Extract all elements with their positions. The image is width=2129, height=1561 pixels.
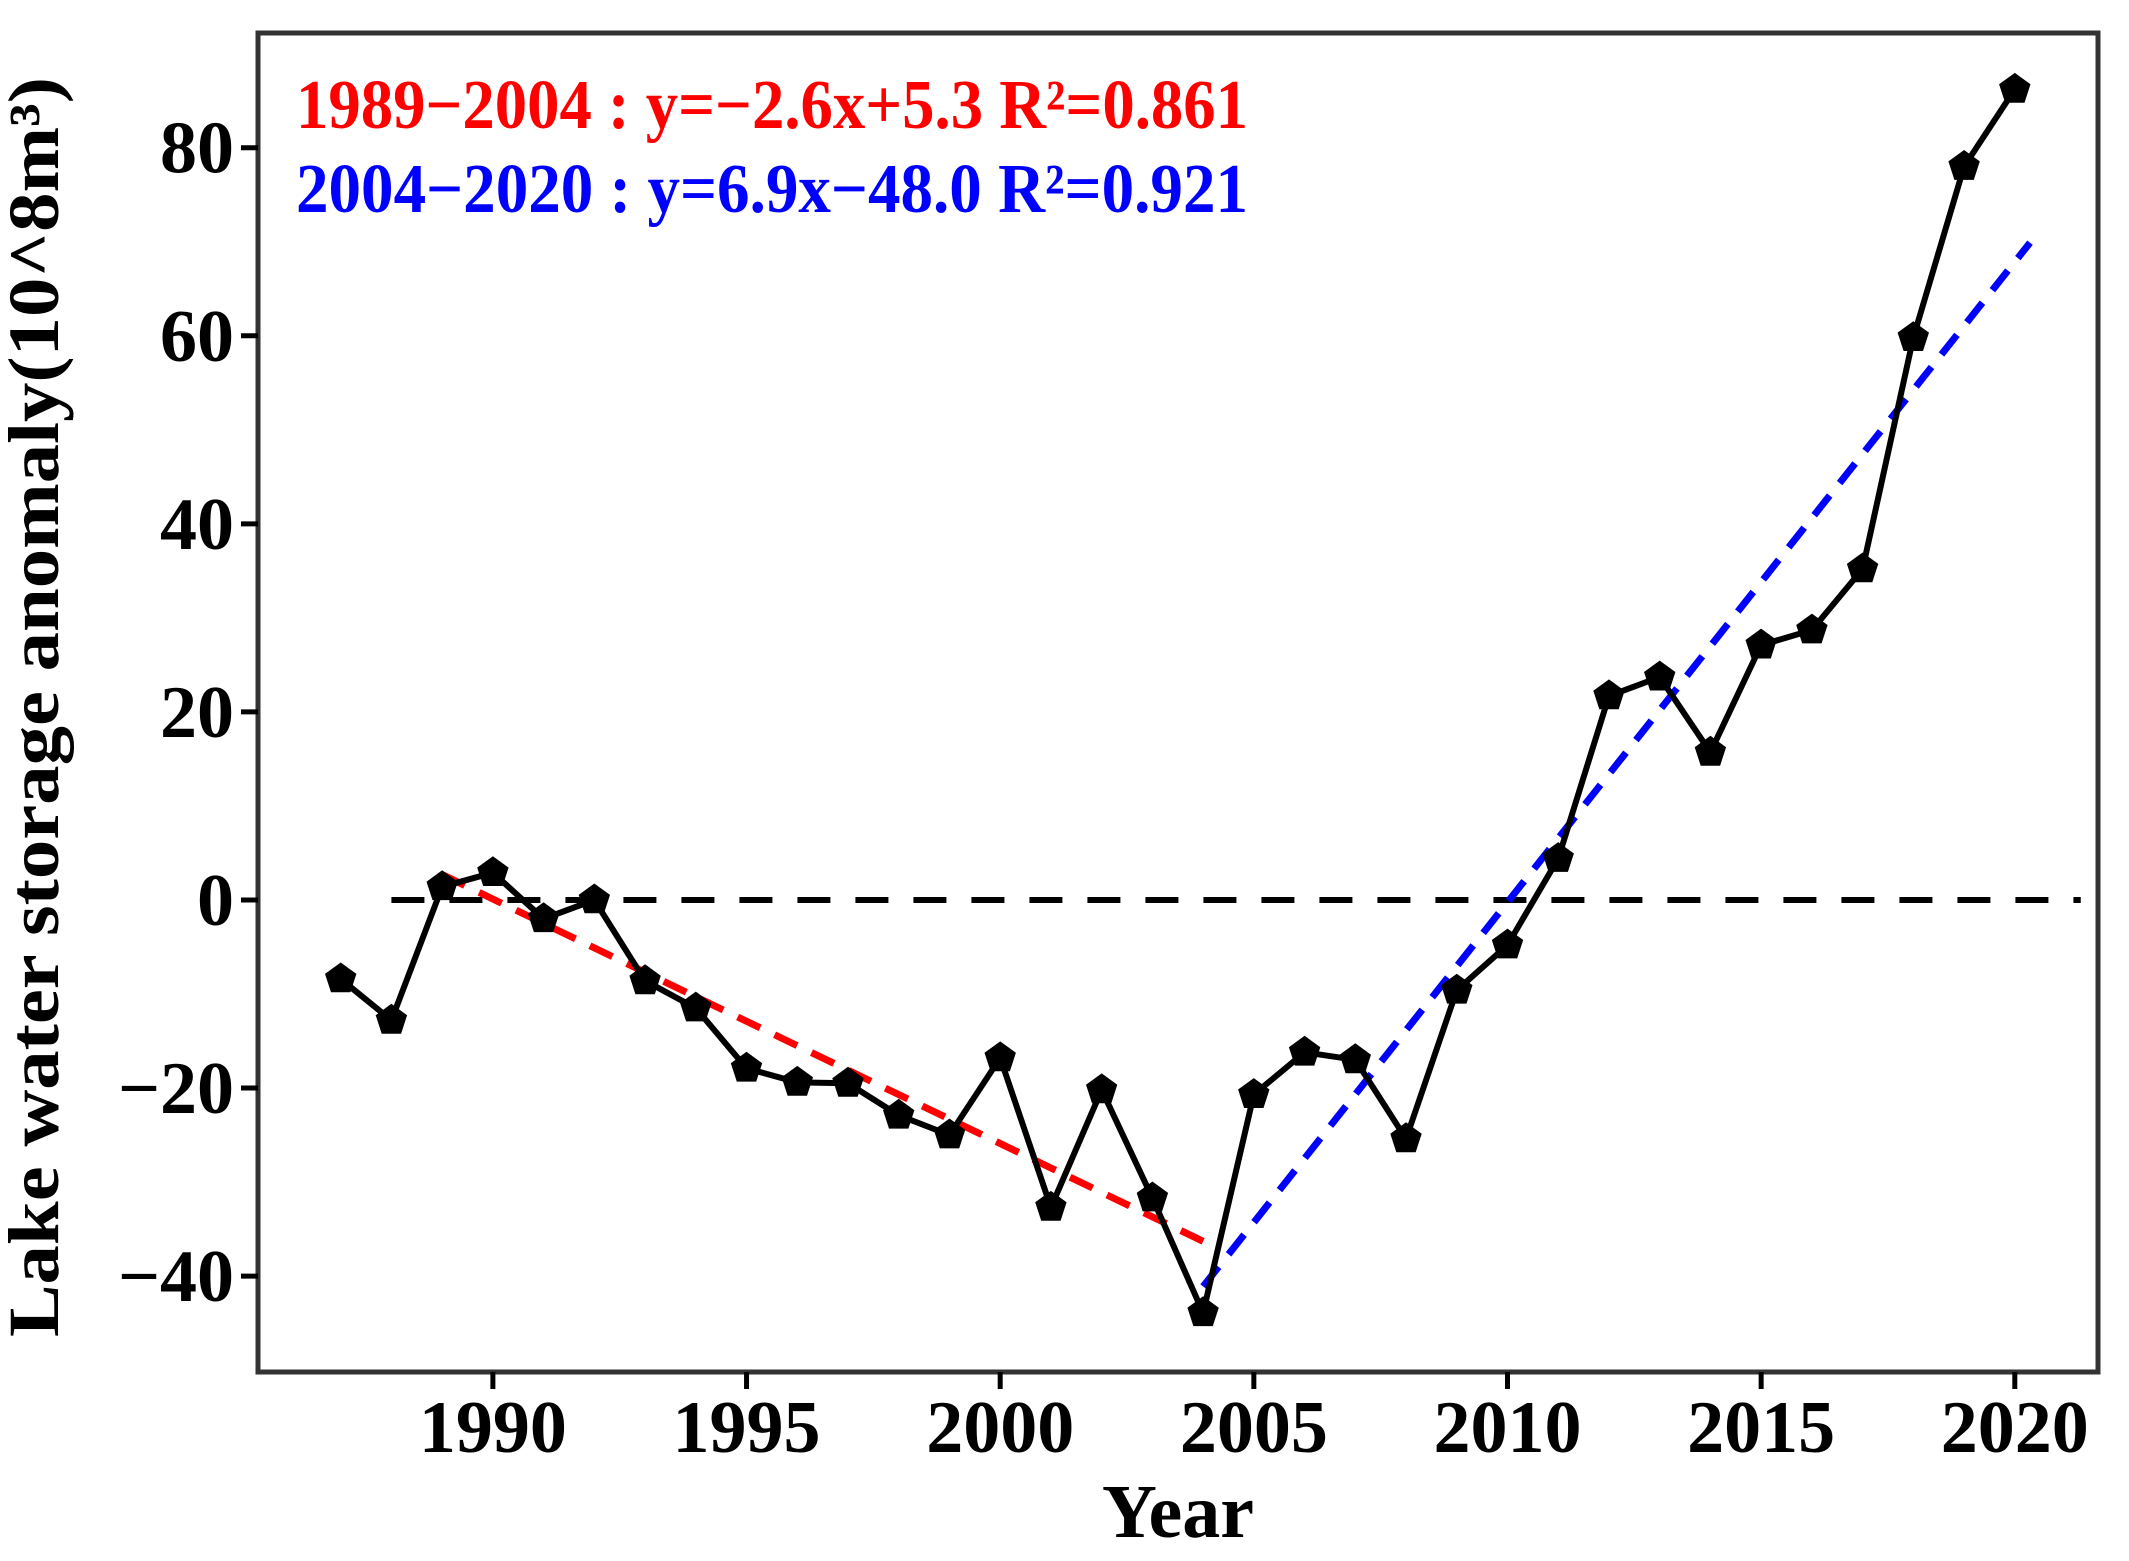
y-tick-label-20: 20 <box>160 672 234 754</box>
data-series-line <box>337 86 2018 1316</box>
x-tick-label-2000: 2000 <box>926 1387 1074 1469</box>
data-point-2013 <box>1644 660 1676 691</box>
x-tick-label-2005: 2005 <box>1180 1387 1328 1469</box>
data-point-1993 <box>629 964 661 995</box>
x-tick-label-1990: 1990 <box>419 1387 567 1469</box>
data-point-1998 <box>883 1098 915 1129</box>
regression-blue-annotation: 2004−2020 : y=6.9x−48.0 R²=0.921 <box>296 151 1248 228</box>
y-axis-label: Lake water storage anomaly(10^8m³) <box>0 77 74 1337</box>
data-point-2010 <box>1491 928 1524 959</box>
data-point-2017 <box>1846 552 1879 583</box>
data-point-2003 <box>1136 1181 1169 1212</box>
data-point-1997 <box>832 1066 864 1097</box>
data-point-1988 <box>375 1003 408 1034</box>
y-tick-label-40: 40 <box>160 484 234 566</box>
data-point-1989 <box>426 870 458 901</box>
data-point-2020 <box>1999 72 2031 103</box>
y-tick-label--20: −20 <box>118 1048 234 1130</box>
data-point-2012 <box>1593 679 1625 710</box>
data-point-2018 <box>1897 321 1929 351</box>
x-tick-label-2015: 2015 <box>1687 1387 1835 1469</box>
data-point-2011 <box>1542 842 1574 872</box>
x-axis-label: Year <box>1102 1470 1254 1554</box>
data-point-2015 <box>1745 628 1777 659</box>
data-point-1995 <box>730 1051 763 1082</box>
data-point-2006 <box>1288 1035 1321 1066</box>
y-axis: 80 60 40 20 0 −20 −40 <box>118 108 258 1318</box>
data-point-2005 <box>1238 1078 1270 1108</box>
data-point-2002 <box>1086 1073 1118 1104</box>
data-point-1991 <box>527 902 560 933</box>
data-point-2008 <box>1390 1122 1422 1153</box>
x-axis: 1990 1995 2000 2005 2010 2015 2020 <box>419 1372 2089 1469</box>
y-tick-label-60: 60 <box>160 296 234 378</box>
data-point-2004 <box>1187 1296 1219 1327</box>
data-point-1990 <box>477 856 509 886</box>
data-point-2016 <box>1796 613 1828 644</box>
data-point-markers <box>325 72 2031 1327</box>
data-point-2014 <box>1694 735 1727 766</box>
data-point-1992 <box>578 883 610 914</box>
data-point-2019 <box>1948 150 1980 180</box>
x-tick-label-2010: 2010 <box>1433 1387 1581 1469</box>
y-tick-label-0: 0 <box>197 860 234 942</box>
data-point-2000 <box>984 1041 1016 1072</box>
x-tick-label-2020: 2020 <box>1941 1387 2089 1469</box>
data-point-1996 <box>781 1065 813 1096</box>
data-point-1999 <box>933 1118 966 1149</box>
y-tick-label--40: −40 <box>118 1236 234 1318</box>
trend-2004-2020-line <box>1200 240 2033 1289</box>
data-point-2001 <box>1035 1190 1067 1221</box>
trend-1989-2004-line <box>440 871 1205 1245</box>
y-tick-label-80: 80 <box>160 108 234 190</box>
plot-frame <box>255 30 2101 1375</box>
x-tick-label-1995: 1995 <box>673 1387 821 1469</box>
data-point-2007 <box>1339 1043 1371 1074</box>
data-point-1994 <box>680 991 712 1022</box>
data-point-2009 <box>1441 973 1473 1004</box>
data-point-1987 <box>325 962 357 993</box>
regression-red-annotation: 1989−2004 : y=−2.6x+5.3 R²=0.861 <box>296 67 1248 144</box>
